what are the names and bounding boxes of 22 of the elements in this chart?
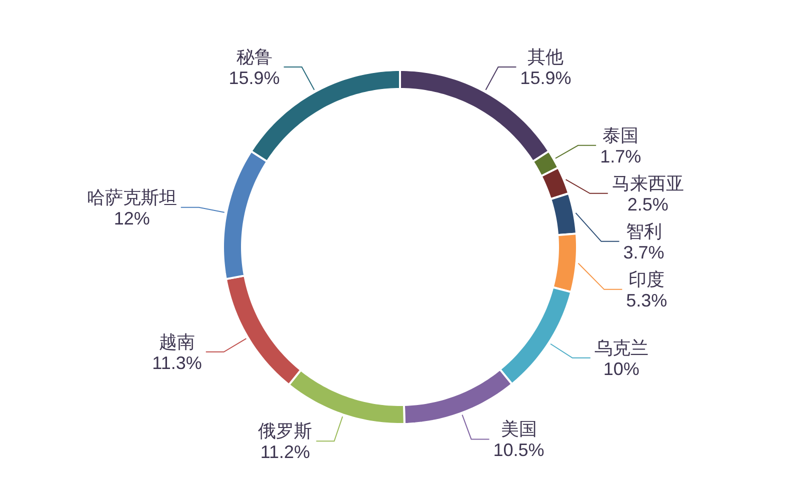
slice-label: 其他 bbox=[528, 47, 564, 68]
data-label: 10.5% bbox=[493, 440, 544, 460]
slice-label: 哈萨克斯坦 bbox=[86, 187, 177, 208]
data-label: 11.2% bbox=[260, 442, 310, 462]
data-label: 15.9% bbox=[228, 68, 280, 88]
data-label: 5.3% bbox=[626, 290, 668, 310]
slice-label: 泰国 bbox=[602, 125, 639, 146]
data-label: 1.7% bbox=[600, 146, 642, 166]
slice-label: 俄罗斯 bbox=[258, 421, 312, 442]
slice-label: 乌克兰 bbox=[594, 338, 648, 358]
slice-label: 秘鲁 bbox=[236, 47, 272, 68]
data-label: 11.3% bbox=[152, 352, 202, 373]
slice-label: 印度 bbox=[628, 269, 665, 290]
slice-label: 美国 bbox=[500, 419, 537, 440]
data-label: 12% bbox=[114, 208, 150, 228]
slice-label: 越南 bbox=[159, 332, 196, 352]
data-label: 15.9% bbox=[520, 68, 572, 88]
slice-label: 马来西亚 bbox=[612, 173, 684, 194]
data-label: 3.7% bbox=[623, 242, 664, 262]
slice-label: 智利 bbox=[626, 221, 662, 242]
data-label: 2.5% bbox=[627, 194, 668, 214]
data-label: 10% bbox=[603, 358, 640, 379]
